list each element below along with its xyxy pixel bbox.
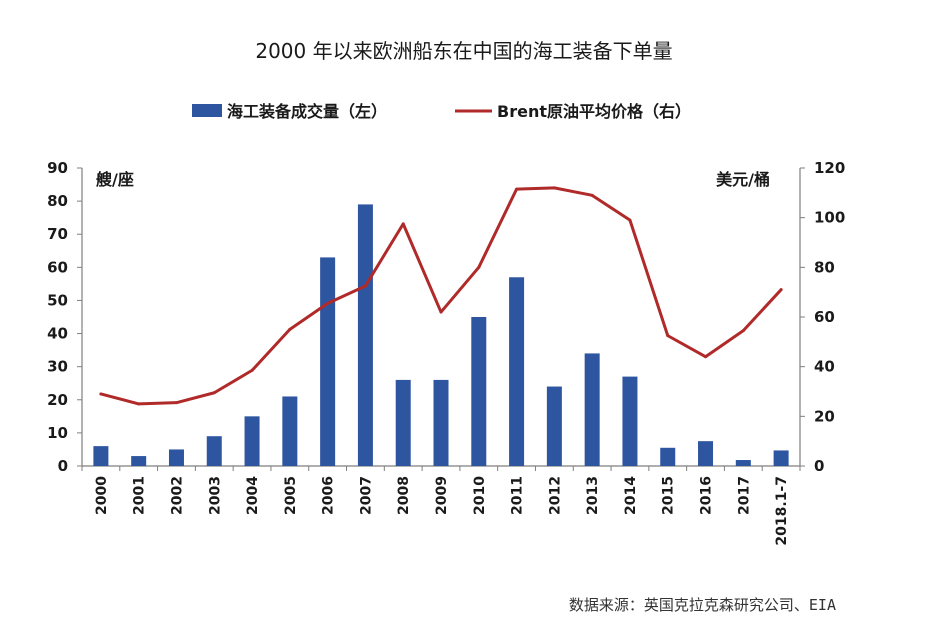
price-line-layer [99, 186, 783, 406]
left-tick-label: 90 [47, 159, 68, 177]
price-point [137, 402, 141, 406]
right-tick-label: 60 [814, 308, 835, 326]
left-tick-label: 60 [47, 258, 68, 276]
x-tick-label: 2003 [207, 476, 223, 515]
bar [660, 447, 676, 466]
left-tick-label: 30 [47, 358, 68, 376]
price-point [439, 310, 443, 314]
x-tick-label: 2014 [623, 476, 639, 515]
bar [320, 257, 336, 466]
x-tick-label: 2009 [434, 476, 450, 515]
price-point [363, 284, 367, 288]
bar [244, 416, 260, 466]
x-tick-label: 2006 [321, 476, 337, 515]
price-point [212, 391, 216, 395]
x-tick-label: 2017 [736, 476, 752, 515]
bar [93, 446, 109, 466]
x-tick-label: 2005 [283, 476, 299, 515]
x-tick-label: 2000 [94, 476, 110, 515]
price-point [515, 187, 519, 191]
bar [773, 450, 789, 466]
bar [131, 456, 147, 466]
left-tick-label: 70 [47, 225, 68, 243]
left-tick-label: 50 [47, 291, 68, 309]
legend-bar-label: 海工装备成交量（左） [227, 102, 387, 121]
price-point [477, 265, 481, 269]
legend: 海工装备成交量（左） Brent原油平均价格（右） [192, 102, 691, 121]
right-tick-label: 0 [814, 457, 824, 475]
bar [509, 277, 525, 466]
price-point [99, 392, 103, 396]
x-tick-label: 2008 [396, 476, 412, 515]
right-tick-label: 100 [814, 209, 845, 227]
bar [395, 379, 411, 466]
x-tick-label: 2016 [699, 476, 715, 515]
right-tick-label: 120 [814, 159, 845, 177]
x-tick-label: 2010 [472, 476, 488, 515]
legend-bar-swatch [192, 104, 222, 117]
bar [735, 460, 751, 466]
left-tick-label: 20 [47, 391, 68, 409]
bar [622, 376, 638, 466]
right-tick-label: 20 [814, 407, 835, 425]
price-point [288, 327, 292, 331]
bar [357, 204, 373, 466]
price-point [552, 186, 556, 190]
bar [433, 379, 449, 466]
x-tick-label: 2007 [358, 476, 374, 515]
price-point [666, 334, 670, 338]
bar [282, 396, 298, 466]
left-tick-label: 40 [47, 325, 68, 343]
bar [546, 386, 562, 466]
bars [93, 204, 789, 466]
right-tick-label: 40 [814, 358, 835, 376]
bar [168, 449, 184, 466]
x-tick-label: 2013 [585, 476, 601, 515]
left-tick-label: 0 [58, 457, 68, 475]
price-point [779, 288, 783, 292]
left-axis-unit: 艘/座 [96, 170, 134, 189]
x-tick-label: 2012 [547, 476, 563, 515]
left-tick-label: 80 [47, 192, 68, 210]
x-tick-label: 2018.1-7 [774, 476, 790, 546]
price-point [174, 401, 178, 405]
chart-title: 2000 年以来欧洲船东在中国的海工装备下单量 [255, 39, 672, 63]
x-tick-label: 2002 [169, 476, 185, 515]
price-point [628, 218, 632, 222]
left-tick-label: 10 [47, 424, 68, 442]
price-point [326, 301, 330, 305]
x-tick-label: 2004 [245, 476, 261, 515]
x-tick-label: 2015 [661, 476, 677, 515]
x-tick-label: 2001 [132, 476, 148, 515]
price-point [704, 355, 708, 359]
price-line [99, 186, 783, 406]
right-axis-unit: 美元/桶 [716, 170, 770, 189]
price-point [590, 193, 594, 197]
bar [584, 353, 600, 466]
bar [698, 441, 714, 466]
price-point [250, 368, 254, 372]
source-note: 数据来源：英国克拉克森研究公司、EIA [569, 596, 836, 614]
x-tick-label: 2011 [510, 476, 526, 515]
bar [206, 436, 222, 466]
right-tick-label: 80 [814, 258, 835, 276]
price-point [401, 222, 405, 226]
legend-line-label: Brent原油平均价格（右） [497, 102, 691, 121]
tick-labels: 0 10 20 30 40 50 60 70 80 90 0 20 40 60 80 100 120 2000 20… [47, 159, 845, 546]
price-point [741, 329, 745, 333]
bar [471, 317, 487, 466]
